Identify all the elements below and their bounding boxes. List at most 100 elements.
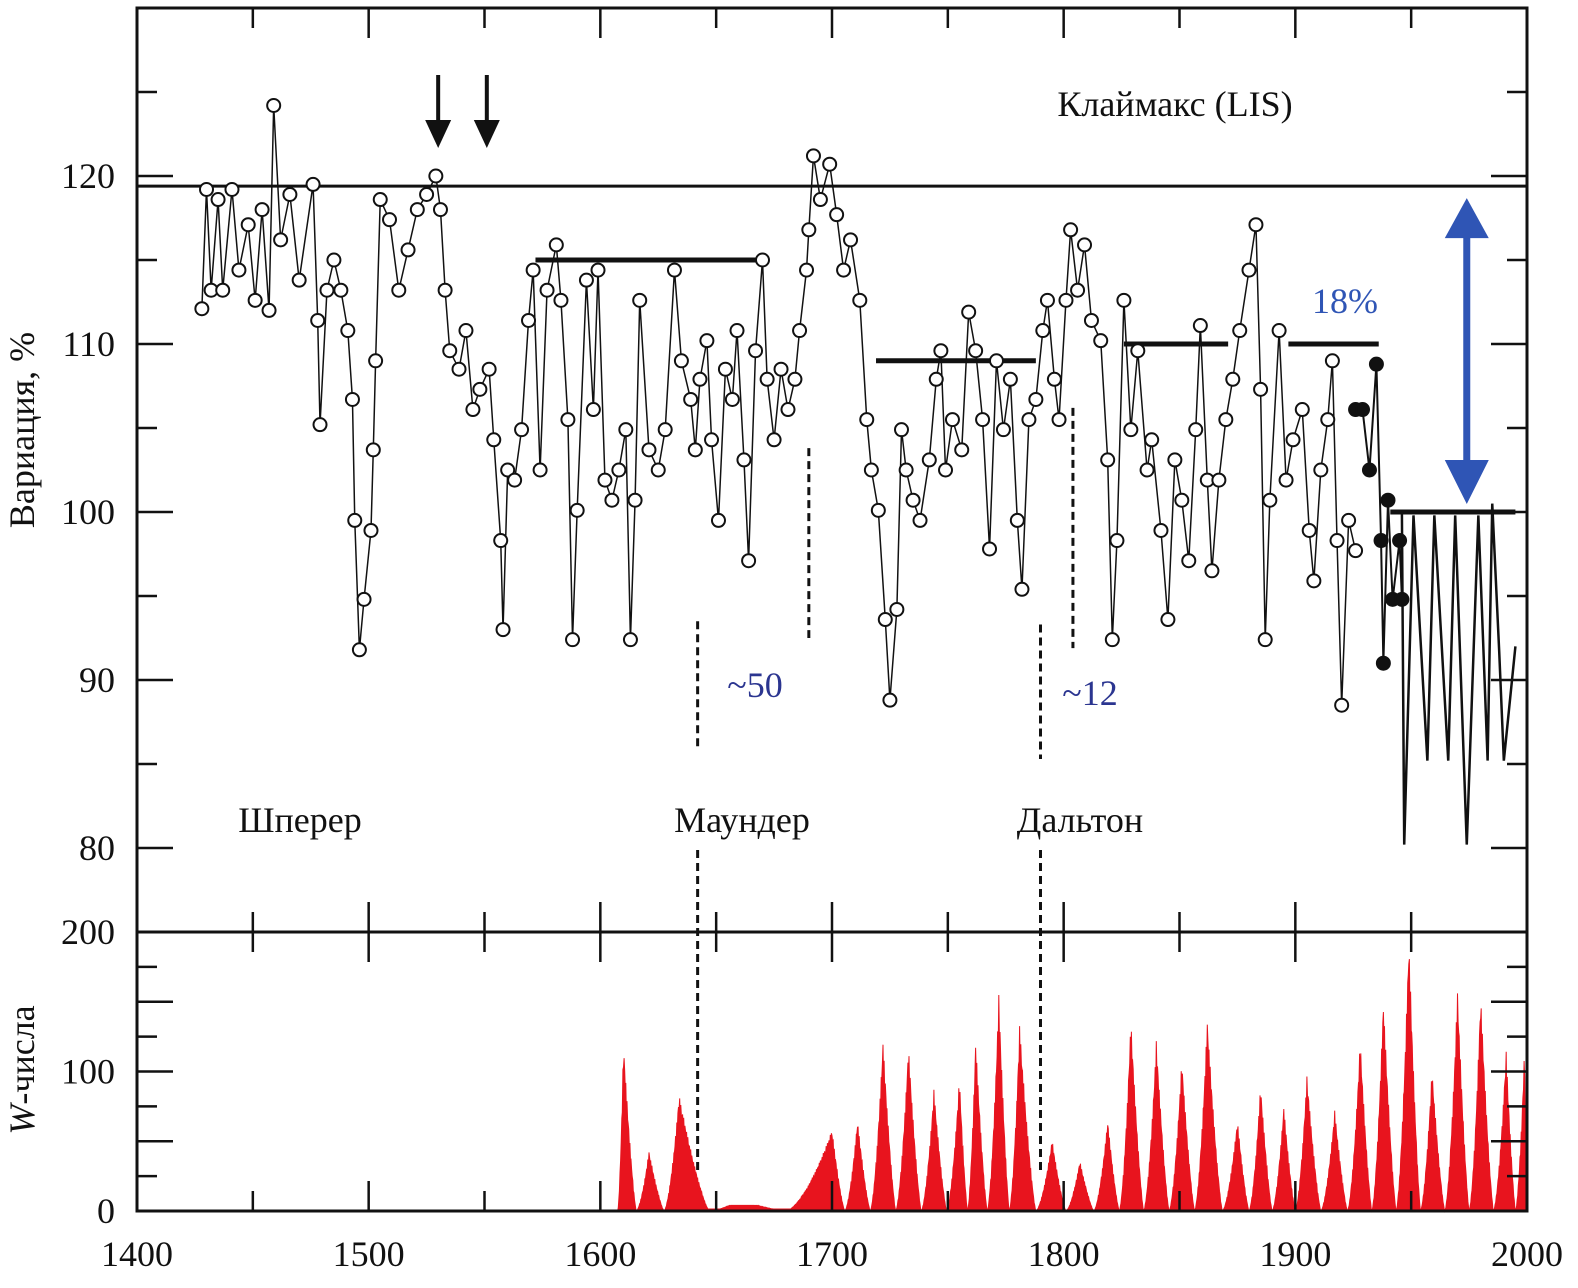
open-data-point (657, 422, 673, 438)
open-data-point (1341, 512, 1357, 528)
lower-y-axis-label-italic: W (2, 1102, 42, 1135)
open-data-point (458, 323, 474, 339)
open-data-point (507, 472, 523, 488)
open-data-point (898, 462, 914, 478)
open-data-point (882, 692, 898, 708)
upper-y-tick-label: 110 (62, 324, 115, 364)
open-data-point (836, 262, 852, 278)
open-data-point (532, 462, 548, 478)
open-data-point (1278, 472, 1294, 488)
open-data-point (351, 642, 367, 658)
upper-y-tick-label: 100 (61, 492, 115, 532)
open-data-point (641, 442, 657, 458)
open-data-point (391, 282, 407, 298)
upper-panel-group (137, 75, 1527, 1170)
lower-y-tick-label: 100 (61, 1052, 115, 1092)
open-data-point (988, 353, 1004, 369)
upper-y-axis-label: Вариация, % (2, 332, 42, 528)
open-data-point (1324, 353, 1340, 369)
label-maunder: Маундер (674, 800, 810, 840)
open-data-point (585, 402, 601, 418)
open-data-point (521, 312, 537, 328)
open-data-point (1063, 222, 1079, 238)
open-data-point (755, 252, 770, 268)
open-data-point (1313, 462, 1329, 478)
open-data-point (1306, 573, 1322, 589)
annotation-climax: Клаймакс (LIS) (1057, 84, 1292, 124)
open-data-point (604, 492, 620, 508)
open-data-point (266, 97, 282, 113)
open-data-point (356, 591, 372, 607)
open-data-point (486, 432, 502, 448)
open-data-point (240, 217, 256, 233)
open-data-point (1181, 553, 1197, 569)
filled-data-point (1361, 462, 1377, 478)
label-sporer: Шперер (238, 800, 362, 840)
open-data-point (863, 462, 879, 478)
open-data-point (291, 272, 307, 288)
open-data-point (1334, 697, 1350, 713)
open-data-point (870, 502, 886, 518)
open-data-point (822, 156, 838, 172)
open-data-point (759, 371, 775, 387)
open-data-point (1116, 292, 1132, 308)
open-data-point (194, 301, 210, 317)
open-data-point (1077, 237, 1093, 253)
open-data-point (1301, 522, 1317, 538)
open-data-point (326, 252, 342, 268)
open-data-point (569, 502, 585, 518)
open-data-point (729, 323, 745, 339)
open-data-point (1130, 343, 1146, 359)
open-data-point (1123, 422, 1139, 438)
open-data-point (481, 361, 497, 377)
upper-y-tick-label: 80 (79, 828, 115, 868)
down-arrow-icon (425, 120, 452, 148)
double-arrow-down-head-icon (1444, 460, 1489, 504)
open-data-point (254, 202, 270, 218)
open-data-point (944, 412, 960, 428)
open-data-point (500, 462, 516, 478)
open-data-point (1153, 522, 1169, 538)
open-data-point (1028, 391, 1044, 407)
annotation-dalton-duration: ~12 (1062, 673, 1117, 713)
open-data-point (1253, 381, 1269, 397)
open-data-point (437, 282, 453, 298)
open-data-point (565, 632, 581, 648)
open-data-point (1225, 371, 1241, 387)
open-data-point (1192, 318, 1208, 334)
open-data-point (525, 262, 541, 278)
open-data-point (1035, 323, 1051, 339)
open-data-point (340, 323, 356, 339)
open-data-point (451, 361, 467, 377)
open-data-point (968, 343, 984, 359)
open-data-point (465, 402, 481, 418)
filled-data-point (1355, 402, 1371, 418)
open-data-point (704, 432, 720, 448)
open-data-point (792, 323, 808, 339)
open-data-point (1058, 292, 1074, 308)
open-data-point (1348, 543, 1364, 559)
open-data-point (553, 292, 569, 308)
open-data-point (493, 533, 509, 549)
open-data-point (954, 442, 970, 458)
open-data-point (1109, 533, 1125, 549)
open-data-point (363, 522, 379, 538)
open-data-point (419, 186, 435, 202)
open-data-point (1211, 472, 1227, 488)
open-data-point (333, 282, 349, 298)
open-data-point (365, 442, 381, 458)
open-data-point (683, 391, 699, 407)
modern-series-line (1400, 503, 1517, 845)
open-data-point (1002, 371, 1018, 387)
open-data-point (692, 371, 708, 387)
open-data-point (687, 442, 703, 458)
open-data-point (199, 181, 214, 197)
open-data-point (666, 262, 682, 278)
open-data-point (961, 304, 977, 320)
open-data-point (736, 452, 752, 468)
open-data-point (717, 361, 733, 377)
open-data-point (894, 422, 909, 438)
open-data-point (773, 361, 789, 377)
open-data-point (1218, 412, 1234, 428)
